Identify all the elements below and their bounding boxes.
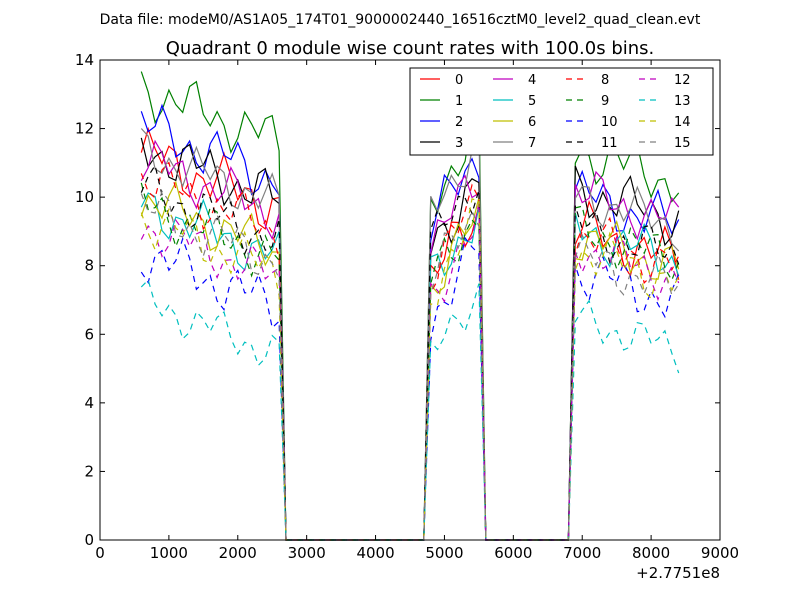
- series-line-11: [140, 163, 680, 541]
- series-layer: [140, 71, 680, 541]
- series-line-14: [140, 198, 680, 541]
- x-offset-label: +2.7751e8: [636, 564, 720, 582]
- legend-label-11: 11: [601, 136, 618, 151]
- legend-label-12: 12: [674, 73, 691, 88]
- ticks-layer: 0 1000 2000 3000 4000 5000 6000 7000 8000 9000 0 2 4…: [75, 51, 739, 562]
- legend-label-14: 14: [674, 115, 691, 130]
- x-tick-label: 4000: [356, 544, 394, 562]
- legend-box: [409, 67, 714, 156]
- plot-area: 0 1000 2000 3000 4000 5000 6000 7000 8000 9000 0 2 4…: [75, 51, 739, 562]
- series-line-7: [140, 125, 680, 541]
- x-tick-label: 5000: [425, 544, 463, 562]
- x-tick-label: 0: [95, 544, 105, 562]
- series-line-5: [140, 192, 680, 541]
- y-tick-label: 14: [75, 51, 94, 69]
- y-tick-label: 0: [84, 531, 94, 549]
- series-line-6: [140, 180, 680, 541]
- y-tick-label: 10: [75, 188, 94, 206]
- x-tick-label: 3000: [288, 544, 326, 562]
- legend-label-1: 1: [455, 94, 463, 109]
- series-line-13: [140, 278, 680, 541]
- series-line-15: [140, 189, 680, 541]
- legend-label-3: 3: [455, 136, 463, 151]
- legend-label-10: 10: [601, 115, 618, 130]
- x-tick-label: 9000: [701, 544, 739, 562]
- axes-frame: [99, 59, 721, 541]
- y-tick-label: 8: [84, 257, 94, 275]
- x-tick-label: 8000: [632, 544, 670, 562]
- x-tick-label: 2000: [219, 544, 257, 562]
- x-tick-label: 1000: [150, 544, 188, 562]
- legend-label-13: 13: [674, 94, 691, 109]
- chart-title: Quadrant 0 module wise count rates with …: [166, 38, 655, 59]
- legend-label-7: 7: [528, 136, 536, 151]
- series-line-0: [140, 126, 680, 541]
- legend-label-0: 0: [455, 73, 463, 88]
- series-line-3: [140, 137, 680, 541]
- legend-label-2: 2: [455, 115, 463, 130]
- x-tick-label: 6000: [494, 544, 532, 562]
- series-line-9: [140, 182, 680, 541]
- data-file-label: Data file: modeM0/AS1A05_174T01_90000024…: [100, 12, 701, 28]
- legend-label-8: 8: [601, 73, 609, 88]
- y-tick-label: 2: [84, 462, 94, 480]
- legend-label-5: 5: [528, 94, 536, 109]
- legend-label-9: 9: [601, 94, 609, 109]
- y-tick-label: 6: [84, 325, 94, 343]
- y-tick-label: 4: [84, 394, 94, 412]
- series-line-10: [140, 236, 680, 541]
- series-line-4: [140, 139, 680, 541]
- legend-label-15: 15: [674, 136, 691, 151]
- x-tick-label: 7000: [563, 544, 601, 562]
- series-line-12: [140, 202, 680, 541]
- legend-label-4: 4: [528, 73, 536, 88]
- y-tick-label: 12: [75, 120, 94, 138]
- legend-label-6: 6: [528, 115, 536, 130]
